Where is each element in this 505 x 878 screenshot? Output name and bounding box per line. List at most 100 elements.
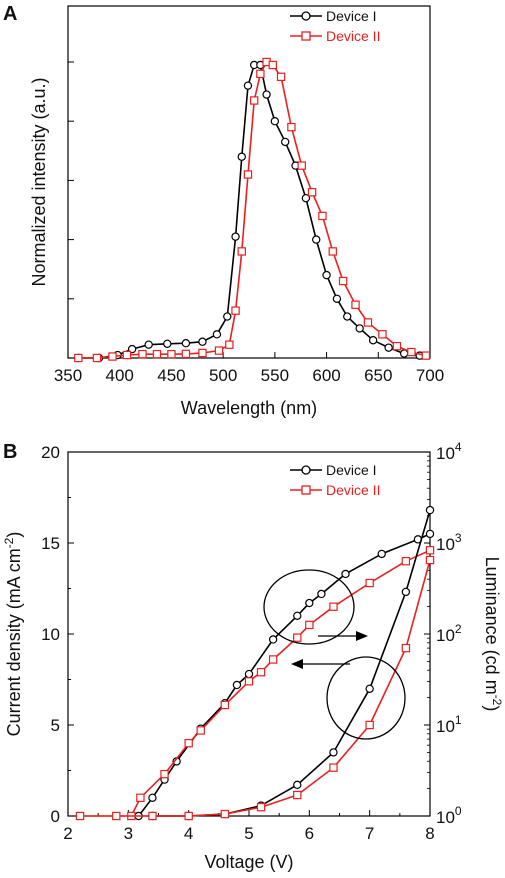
panel-b-annotations [263, 569, 406, 740]
panel-a-plot-frame [67, 5, 431, 359]
current-density-device-ii-point [160, 769, 169, 779]
current-density-device-ii-point [256, 668, 266, 677]
current-density-device-i-point [425, 529, 435, 539]
panel-a-device-i-point [301, 193, 311, 203]
panel-a-device-ii-point [92, 353, 102, 363]
panel-a-device-i-point [262, 90, 271, 99]
panel-a-device-ii-point [287, 122, 296, 132]
luminance-device-ii-point [256, 802, 266, 812]
current-density-device-ii-point [220, 700, 230, 710]
legend-label-device-i: Device I [326, 8, 377, 24]
current-density-device-ii-point [305, 620, 314, 630]
panel-a-device-i-point [181, 339, 191, 348]
panel-a-device-i-point [270, 116, 280, 126]
panel-a-device-ii-point [181, 349, 191, 359]
panel-a-device-ii-point [363, 318, 373, 327]
panel-b-left-y-ticks: 0 5 10 15 20 [41, 443, 74, 826]
x-tick-label: 7 [365, 824, 374, 843]
panel-a-device-i-point [243, 81, 253, 90]
panel-a-device-ii-point [407, 347, 416, 357]
panel-a-device-i-point [198, 337, 207, 346]
current-density-device-ii-point [365, 578, 374, 588]
x-tick-label: 450 [157, 366, 185, 385]
luminance-device-ii-point [148, 811, 157, 821]
luminance-device-i-point [425, 505, 435, 515]
panel-b-right-y-axis-label: Luminance (cd m-2) [482, 557, 504, 712]
panel-b-x-ticks: 2 3 4 5 6 7 8 [63, 810, 435, 843]
panel-b-legend: Device I Device II [290, 462, 380, 498]
current-density-device-i-point [148, 793, 157, 803]
current-density-device-ii-line [130, 549, 431, 817]
panel-a-series [74, 57, 431, 363]
panel-a-device-ii-point [392, 341, 402, 351]
luminance-device-i-point [293, 780, 302, 790]
current-density-device-i-point [232, 680, 242, 690]
panel-b-series [75, 505, 435, 821]
legend-marker-square [301, 31, 311, 41]
panel-a-device-ii-point [328, 247, 337, 256]
right-y-tick-label: 102 [436, 622, 462, 645]
current-density-device-ii-point [268, 655, 278, 664]
panel-b-right-y-ticks: 100 101 102 103 104 [424, 440, 462, 827]
panel-a-device-i-point [368, 336, 378, 345]
panel-a-device-ii-point [198, 348, 207, 358]
luminance-device-ii-line [80, 559, 431, 817]
current-density-device-i-point [341, 569, 350, 579]
arrow-left-head [291, 659, 303, 669]
panel-a-y-ticks [68, 61, 74, 359]
y-tick-label: 5 [51, 716, 60, 735]
panel-b-left-y-axis-label: Current density (mA cm-2) [2, 532, 24, 737]
current-density-device-i-line [137, 533, 431, 817]
annotation-ellipse-current [263, 569, 355, 645]
current-density-device-i-point [293, 611, 302, 621]
x-tick-label: 6 [305, 824, 314, 843]
y-tick-label: 15 [41, 534, 60, 553]
panel-a-device-ii-line [78, 61, 427, 359]
current-density-device-i-point [244, 669, 254, 679]
panel-a-device-ii-point [138, 349, 147, 359]
luminance-device-i-point [401, 587, 411, 597]
x-tick-label: 2 [63, 824, 72, 843]
current-density-device-i-point [305, 598, 314, 608]
panel-a-device-ii-point [243, 170, 253, 179]
panel-a-device-ii-point [225, 340, 234, 349]
x-tick-label: 4 [184, 824, 193, 843]
panel-a-device-ii-point [231, 306, 240, 315]
panel-a-device-ii-point [421, 351, 431, 360]
panel-a-device-ii-point [338, 276, 348, 286]
x-tick-label: 350 [54, 366, 82, 385]
panel-a-label: A [3, 3, 17, 25]
panel-a-device-i-point [163, 339, 172, 348]
panel-b-label: B [3, 441, 17, 463]
luminance-device-i-point [365, 684, 374, 693]
current-density-device-ii-point [293, 633, 302, 642]
luminance-device-ii-point [425, 555, 435, 565]
x-tick-label: 700 [416, 366, 444, 385]
current-density-device-ii-point [329, 602, 338, 611]
x-tick-label: 600 [312, 366, 340, 385]
current-density-device-ii-point [401, 556, 411, 566]
panel-a-device-ii-point [307, 188, 317, 197]
right-y-tick-label: 103 [436, 531, 462, 554]
panel-a-device-ii-point [268, 60, 277, 70]
right-y-tick-label: 104 [436, 440, 462, 463]
luminance-device-i-point [329, 748, 338, 757]
panel-a-device-ii-point [276, 72, 286, 81]
arrow-right-head [356, 631, 368, 641]
current-density-device-ii-point [425, 546, 435, 555]
luminance-device-ii-point [112, 811, 121, 821]
x-tick-label: 3 [124, 824, 133, 843]
panel-a-y-axis-label: Normalized intensity (a.u.) [29, 77, 49, 286]
current-density-device-ii-point [136, 793, 145, 803]
panel-a-device-i-point [343, 312, 352, 321]
panel-a-legend: Device I Device II [290, 8, 380, 44]
annotation-ellipse-luminance [326, 656, 406, 740]
x-tick-label: 5 [244, 824, 253, 843]
panel-a-device-i-point [144, 340, 153, 349]
panel-a-device-ii-point [256, 69, 265, 79]
panel-a-device-ii-point [378, 330, 387, 339]
current-density-device-i-point [268, 635, 278, 644]
panel-a-x-ticks: 350 400 450 500 550 600 650 700 [54, 352, 444, 385]
current-density-device-i-point [377, 549, 386, 559]
